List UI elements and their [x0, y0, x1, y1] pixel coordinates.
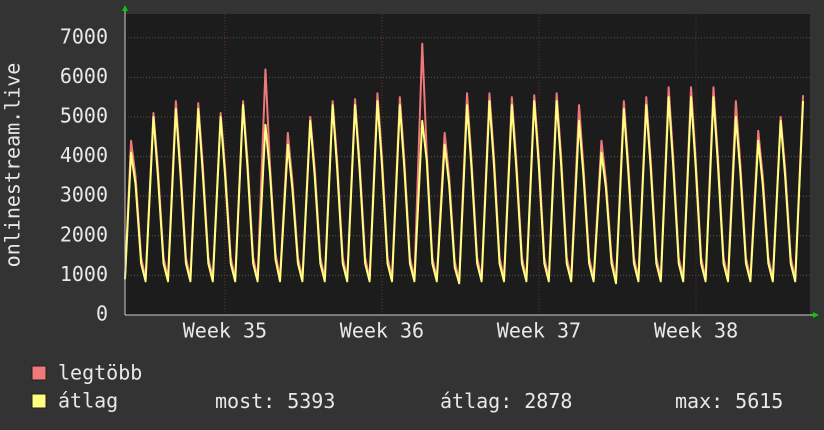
- legend-swatch: [31, 365, 47, 381]
- y-axis-label: onlinestream.live: [1, 63, 25, 268]
- stat-label: max:: [675, 389, 723, 413]
- y-tick-label: 7000: [60, 24, 108, 48]
- legend: legtöbb átlag: [31, 361, 142, 413]
- plot-area: [125, 14, 810, 315]
- y-tick-label: 1000: [60, 262, 108, 286]
- y-tick-label: 6000: [60, 64, 108, 88]
- stat-label: átlag:: [440, 389, 512, 413]
- stat-value: 5393: [287, 389, 335, 413]
- stat-value: 5615: [735, 389, 783, 413]
- x-tick-label: Week 37: [497, 319, 581, 343]
- x-arrow: [813, 312, 819, 318]
- stat-value: 2878: [524, 389, 572, 413]
- x-tick-label: Week 38: [654, 319, 738, 343]
- stat-label: most:: [215, 389, 275, 413]
- stat: most: 5393: [215, 389, 335, 413]
- labels: 0 1000 2000 3000 4000 5000 6000 7000 Week 35 Week…: [60, 24, 738, 342]
- series-line: [124, 96, 805, 285]
- legend-swatch: [31, 393, 47, 409]
- legend-label: átlag: [58, 389, 118, 413]
- stat: max: 5615: [675, 389, 783, 413]
- y-tick-label: 4000: [60, 143, 108, 167]
- x-tick-label: Week 35: [183, 319, 267, 343]
- stat: átlag: 2878: [440, 389, 572, 413]
- y-tick-label: 5000: [60, 103, 108, 127]
- y-tick-label: 2000: [60, 222, 108, 246]
- y-tick-label: 0: [96, 302, 108, 326]
- x-tick-label: Week 36: [340, 319, 424, 343]
- y-arrow: [122, 5, 128, 11]
- lines: [124, 42, 805, 285]
- legend-label: legtöbb: [58, 361, 142, 385]
- y-tick-label: 3000: [60, 183, 108, 207]
